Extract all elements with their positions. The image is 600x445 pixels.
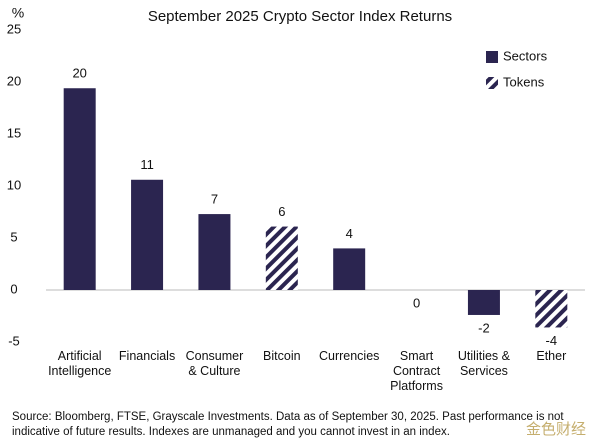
y-tick-label: 20 bbox=[7, 73, 21, 88]
x-tick-label: Smart Contract Platforms bbox=[390, 349, 443, 393]
x-tick-label: Financials bbox=[118, 349, 176, 363]
y-axis-label: % bbox=[12, 5, 24, 21]
x-tick-label: Artificial Intelligence bbox=[48, 349, 112, 378]
watermark: 金色财经 bbox=[525, 421, 586, 438]
bar bbox=[265, 226, 298, 290]
y-tick-label: 15 bbox=[7, 125, 21, 140]
data-label: 11 bbox=[140, 157, 154, 172]
data-label: 20 bbox=[72, 66, 86, 81]
y-tick-label: 5 bbox=[10, 229, 17, 244]
bar bbox=[63, 88, 96, 291]
bar bbox=[198, 214, 231, 290]
data-label: -4 bbox=[546, 333, 558, 348]
legend-label: Tokens bbox=[503, 74, 545, 89]
y-tick-label: -5 bbox=[8, 333, 20, 348]
y-tick-label: 25 bbox=[7, 21, 21, 36]
data-label: 4 bbox=[346, 226, 353, 241]
x-tick-label: Currencies bbox=[318, 349, 380, 363]
bar bbox=[131, 179, 164, 290]
data-label: 6 bbox=[278, 204, 285, 219]
legend-label: Sectors bbox=[503, 48, 548, 63]
bar bbox=[467, 290, 500, 315]
legend-swatch bbox=[486, 77, 498, 89]
x-tick-label: Bitcoin bbox=[263, 349, 301, 363]
chart-title: September 2025 Crypto Sector Index Retur… bbox=[148, 8, 452, 25]
x-tick-label: Utilities & Services bbox=[457, 349, 510, 378]
y-tick-label: 10 bbox=[7, 177, 21, 192]
source-note: Source: Bloomberg, FTSE, Grayscale Inves… bbox=[12, 411, 564, 438]
data-label: 0 bbox=[413, 295, 420, 310]
legend-swatch bbox=[486, 51, 498, 63]
y-tick-label: 0 bbox=[10, 281, 17, 296]
x-tick-label: Ether bbox=[536, 349, 567, 363]
x-tick-label: Consumer & Culture bbox=[185, 349, 244, 378]
data-label: 7 bbox=[211, 192, 218, 207]
bar bbox=[535, 290, 568, 328]
bar bbox=[333, 248, 366, 290]
data-label: -2 bbox=[478, 320, 490, 335]
